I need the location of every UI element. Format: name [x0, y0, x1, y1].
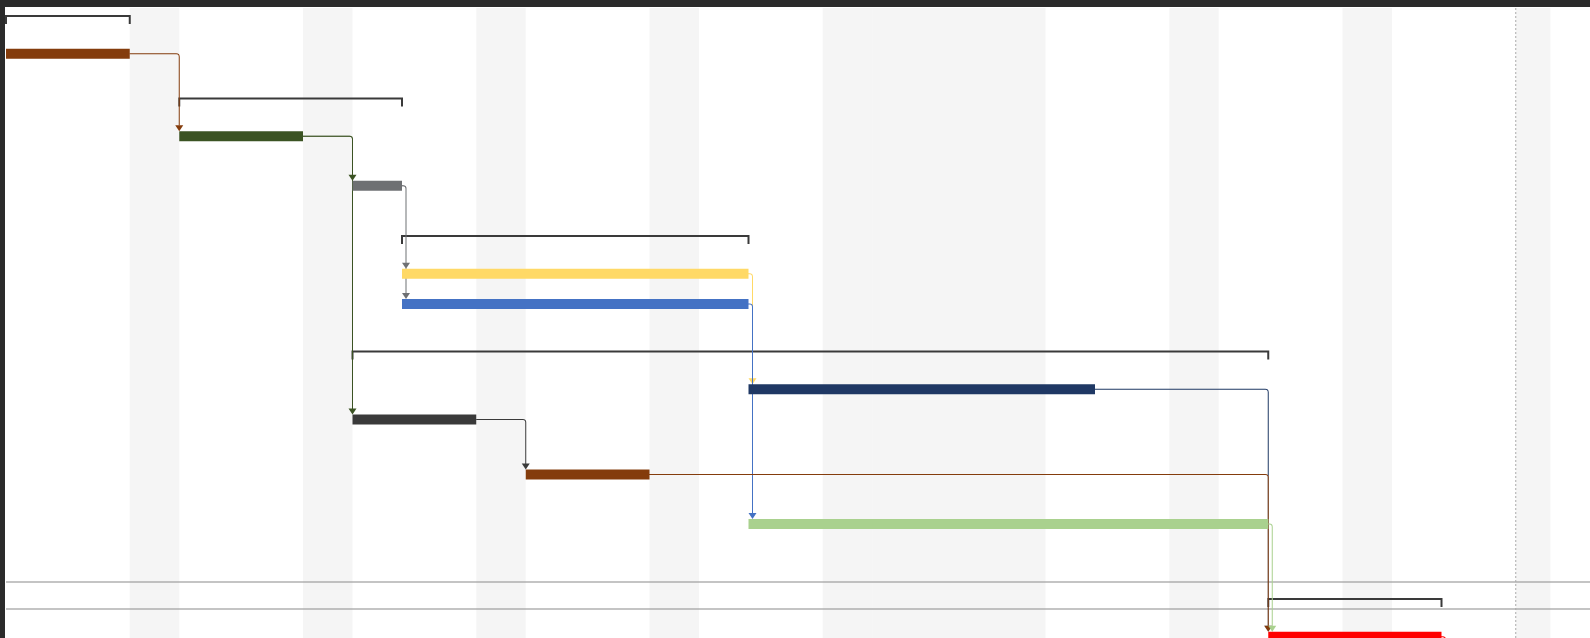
dependency-link [129, 53, 180, 126]
row-separators [6, 581, 1590, 610]
task-bar [352, 180, 402, 191]
dependency-arrow [748, 513, 757, 519]
dependency-links [129, 53, 1446, 638]
summary-brackets [5, 15, 1443, 607]
dependency-arrow [348, 408, 357, 415]
dependency-link [1095, 388, 1269, 626]
weekend-shade [303, 8, 353, 638]
dependency-arrow [1268, 625, 1277, 632]
task-bar [748, 519, 1269, 529]
weekend-shade [822, 8, 873, 638]
dependency-arrow [521, 463, 530, 470]
dependency-link [476, 419, 527, 464]
dependency-link [303, 135, 353, 409]
dependency-link [402, 185, 407, 263]
weekend-shade [649, 8, 699, 638]
weekend-shade [129, 8, 180, 638]
task-bars [6, 48, 1442, 638]
summary-bracket [401, 235, 750, 244]
task-bar [402, 268, 749, 279]
summary-bracket [5, 15, 131, 24]
weekend-shade [872, 8, 1046, 638]
dependency-link [1268, 523, 1273, 626]
dependency-link [649, 474, 1269, 626]
weekend-shading [129, 8, 1551, 638]
frame-top [0, 0, 1590, 7]
weekend-shade [1515, 8, 1551, 638]
task-bar [1268, 631, 1442, 638]
task-bar [748, 384, 1095, 395]
frame-left [0, 0, 5, 638]
dependency-link [748, 273, 753, 379]
task-bar [402, 299, 749, 309]
task-bar [6, 48, 130, 59]
task-bar [352, 414, 477, 425]
task-bar [525, 469, 650, 480]
weekend-shade [476, 8, 526, 638]
summary-bracket [178, 97, 403, 107]
weekend-shade [1342, 8, 1392, 638]
weekend-shade [1169, 8, 1219, 638]
dependency-link [402, 185, 407, 293]
dependency-arrow [175, 125, 184, 132]
dependency-link [748, 303, 753, 513]
task-bar [179, 131, 303, 142]
dependency-arrow [402, 293, 410, 299]
